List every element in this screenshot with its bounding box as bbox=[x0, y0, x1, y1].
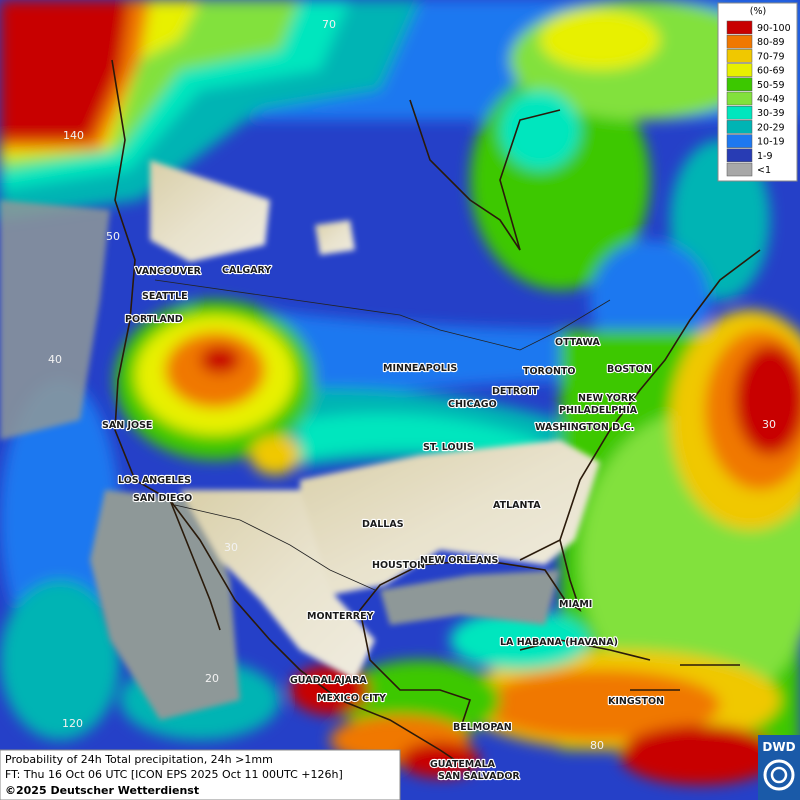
city-label: GUADALAJARA bbox=[290, 675, 367, 686]
legend-title: (%) bbox=[750, 6, 766, 17]
legend-swatch bbox=[726, 105, 753, 120]
city-label: MINNEAPOLIS bbox=[383, 363, 457, 374]
city-label: NEW YORK bbox=[578, 393, 636, 404]
legend-label: 20-29 bbox=[757, 122, 785, 133]
legend-swatch bbox=[726, 63, 753, 77]
city-label: LA HABANA (HAVANA) bbox=[500, 637, 618, 648]
city-label: SEATTLE bbox=[142, 291, 188, 302]
legend-swatch bbox=[726, 148, 753, 163]
city-label: VANCOUVER bbox=[135, 266, 202, 277]
city-label: HOUSTON bbox=[372, 560, 425, 571]
city-label: DETROIT bbox=[492, 386, 539, 397]
city-label: SAN JOSE bbox=[102, 420, 152, 431]
graticule-label: 30 bbox=[224, 541, 238, 554]
legend-swatch bbox=[726, 34, 753, 49]
footer-description: Probability of 24h Total precipitation, … bbox=[5, 753, 273, 766]
city-label: NEW ORLEANS bbox=[420, 555, 498, 566]
legend-swatch bbox=[726, 91, 753, 106]
grid-labels: 70 140 50 40 30 20 120 30 80 bbox=[48, 18, 776, 752]
footer-forecast-time: FT: Thu 16 Oct 06 UTC [ICON EPS 2025 Oct… bbox=[5, 768, 343, 781]
city-label: OTTAWA bbox=[555, 337, 600, 348]
graticule-label: 50 bbox=[106, 230, 120, 243]
legend-label: 10-19 bbox=[757, 137, 785, 148]
city-label: MEXICO CITY bbox=[317, 693, 386, 704]
legend-label: 80-89 bbox=[757, 37, 785, 48]
legend-label: 50-59 bbox=[757, 80, 785, 91]
legend-label: 40-49 bbox=[757, 94, 785, 105]
logo: DWD bbox=[758, 735, 800, 800]
city-labels: VANCOUVER CALGARY SEATTLE PORTLAND MINNEAPOL… bbox=[101, 264, 665, 783]
legend-label: <1 bbox=[757, 165, 771, 176]
city-label: PORTLAND bbox=[125, 314, 183, 325]
city-label: ST. LOUIS bbox=[423, 442, 474, 453]
graticule-label: 70 bbox=[322, 18, 336, 31]
city-label: WASHINGTON D.C. bbox=[535, 422, 634, 433]
city-label: DALLAS bbox=[362, 519, 404, 530]
logo-swirl bbox=[770, 766, 788, 784]
city-label: CALGARY bbox=[222, 265, 271, 276]
graticule-label: 140 bbox=[63, 129, 84, 142]
legend-swatch bbox=[726, 49, 753, 63]
legend-label: 90-100 bbox=[757, 23, 791, 34]
logo-text: DWD bbox=[762, 740, 795, 754]
city-label: GUATEMALA bbox=[430, 759, 496, 770]
footer-copyright: ©2025 Deutscher Wetterdienst bbox=[5, 784, 199, 797]
legend-swatch bbox=[726, 77, 753, 92]
footer-box bbox=[0, 749, 401, 800]
legend-label: 60-69 bbox=[757, 66, 785, 77]
city-label: MIAMI bbox=[559, 599, 592, 610]
legend-label: 70-79 bbox=[757, 51, 785, 62]
legend-swatch bbox=[726, 120, 753, 134]
city-label: SAN SALVADOR bbox=[438, 771, 520, 782]
city-label: ATLANTA bbox=[493, 500, 541, 511]
legend: (%) 90-100 80-89 70-79 60-69 50-59 40-49 30-39… bbox=[717, 2, 798, 182]
city-label: BOSTON bbox=[607, 364, 652, 375]
city-label: LOS ANGELES bbox=[118, 475, 191, 486]
graticule-label: 30 bbox=[762, 418, 776, 431]
legend-swatch bbox=[726, 134, 753, 148]
city-label: KINGSTON bbox=[608, 696, 664, 707]
graticule-label: 80 bbox=[590, 739, 604, 752]
city-label: SAN DIEGO bbox=[133, 493, 192, 504]
graticule-label: 120 bbox=[62, 717, 83, 730]
logo-swirl bbox=[763, 759, 795, 791]
graticule-label: 20 bbox=[205, 672, 219, 685]
city-label: TORONTO bbox=[523, 366, 575, 377]
legend-label: 30-39 bbox=[757, 108, 785, 119]
city-label: PHILADELPHIA bbox=[559, 405, 638, 416]
legend-swatch bbox=[726, 162, 753, 177]
city-label: MONTERREY bbox=[307, 611, 374, 622]
legend-label: 1-9 bbox=[757, 151, 773, 162]
graticule-label: 40 bbox=[48, 353, 62, 366]
city-label: BELMOPAN bbox=[453, 722, 512, 733]
legend-swatch bbox=[726, 20, 753, 35]
city-label: CHICAGO bbox=[448, 399, 497, 410]
footer: Probability of 24h Total precipitation, … bbox=[0, 749, 401, 800]
